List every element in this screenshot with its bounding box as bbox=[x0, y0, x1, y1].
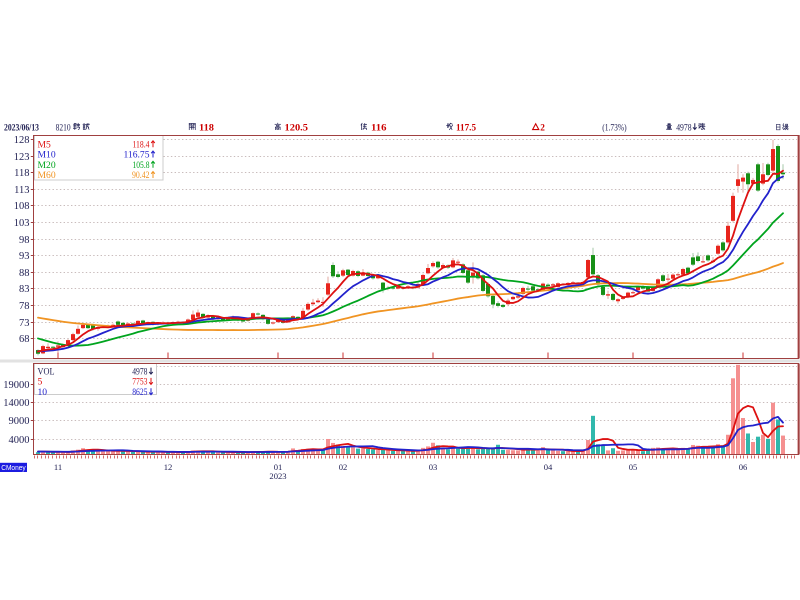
svg-text:8210: 8210 bbox=[56, 123, 71, 133]
svg-text:4978: 4978 bbox=[132, 366, 147, 377]
svg-text:78: 78 bbox=[19, 301, 30, 312]
svg-text:03: 03 bbox=[429, 462, 438, 472]
svg-text:06: 06 bbox=[739, 462, 748, 472]
svg-text:2023/06/13: 2023/06/13 bbox=[4, 123, 39, 133]
svg-text:04: 04 bbox=[544, 462, 553, 472]
svg-text:2: 2 bbox=[540, 123, 545, 133]
svg-text:11: 11 bbox=[54, 462, 62, 472]
svg-text:M5: M5 bbox=[38, 139, 52, 150]
svg-text:118.4: 118.4 bbox=[133, 139, 150, 150]
svg-text:113: 113 bbox=[14, 185, 29, 196]
svg-text:103: 103 bbox=[14, 218, 30, 229]
svg-text:19000: 19000 bbox=[3, 380, 29, 391]
svg-text:128: 128 bbox=[14, 135, 30, 146]
svg-text:2023: 2023 bbox=[269, 471, 286, 481]
svg-text:108: 108 bbox=[14, 201, 30, 212]
svg-text:02: 02 bbox=[339, 462, 348, 472]
svg-text:83: 83 bbox=[19, 284, 30, 295]
svg-text:120.5: 120.5 bbox=[285, 123, 309, 133]
svg-text:M60: M60 bbox=[38, 170, 56, 181]
svg-text:93: 93 bbox=[19, 251, 30, 262]
svg-text:118: 118 bbox=[199, 123, 214, 133]
svg-text:123: 123 bbox=[14, 152, 30, 163]
svg-text:9000: 9000 bbox=[9, 416, 30, 427]
svg-text:CMoney: CMoney bbox=[1, 463, 26, 472]
svg-text:14000: 14000 bbox=[3, 398, 29, 409]
svg-text:68: 68 bbox=[19, 334, 30, 345]
svg-text:M20: M20 bbox=[38, 160, 56, 171]
svg-text:10: 10 bbox=[38, 387, 48, 398]
svg-text:M10: M10 bbox=[38, 150, 56, 161]
svg-text:116.75: 116.75 bbox=[124, 150, 150, 161]
svg-text:88: 88 bbox=[19, 268, 30, 279]
svg-text:VOL: VOL bbox=[38, 366, 55, 377]
svg-text:116: 116 bbox=[371, 123, 387, 133]
svg-text:73: 73 bbox=[19, 318, 30, 329]
svg-text:(1.73%): (1.73%) bbox=[602, 122, 626, 133]
svg-text:01: 01 bbox=[274, 462, 283, 472]
svg-text:98: 98 bbox=[19, 235, 30, 246]
svg-text:105.8: 105.8 bbox=[133, 160, 150, 171]
svg-text:05: 05 bbox=[629, 462, 638, 472]
svg-text:4978: 4978 bbox=[676, 123, 692, 133]
svg-text:4000: 4000 bbox=[9, 435, 30, 446]
svg-text:12: 12 bbox=[164, 462, 173, 472]
svg-text:5: 5 bbox=[38, 377, 43, 388]
svg-text:7753: 7753 bbox=[132, 377, 147, 388]
svg-text:8625: 8625 bbox=[132, 387, 147, 398]
svg-text:118: 118 bbox=[14, 168, 29, 179]
svg-text:90.42: 90.42 bbox=[132, 170, 150, 181]
svg-text:117.5: 117.5 bbox=[456, 123, 476, 133]
